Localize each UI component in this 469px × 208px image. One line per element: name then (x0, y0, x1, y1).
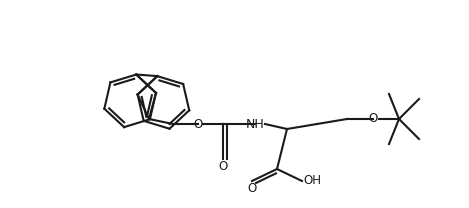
Text: O: O (193, 118, 203, 130)
Text: OH: OH (303, 175, 321, 187)
Text: O: O (247, 182, 257, 196)
Text: O: O (368, 113, 378, 125)
Text: O: O (219, 161, 227, 173)
Text: NH: NH (246, 118, 265, 130)
